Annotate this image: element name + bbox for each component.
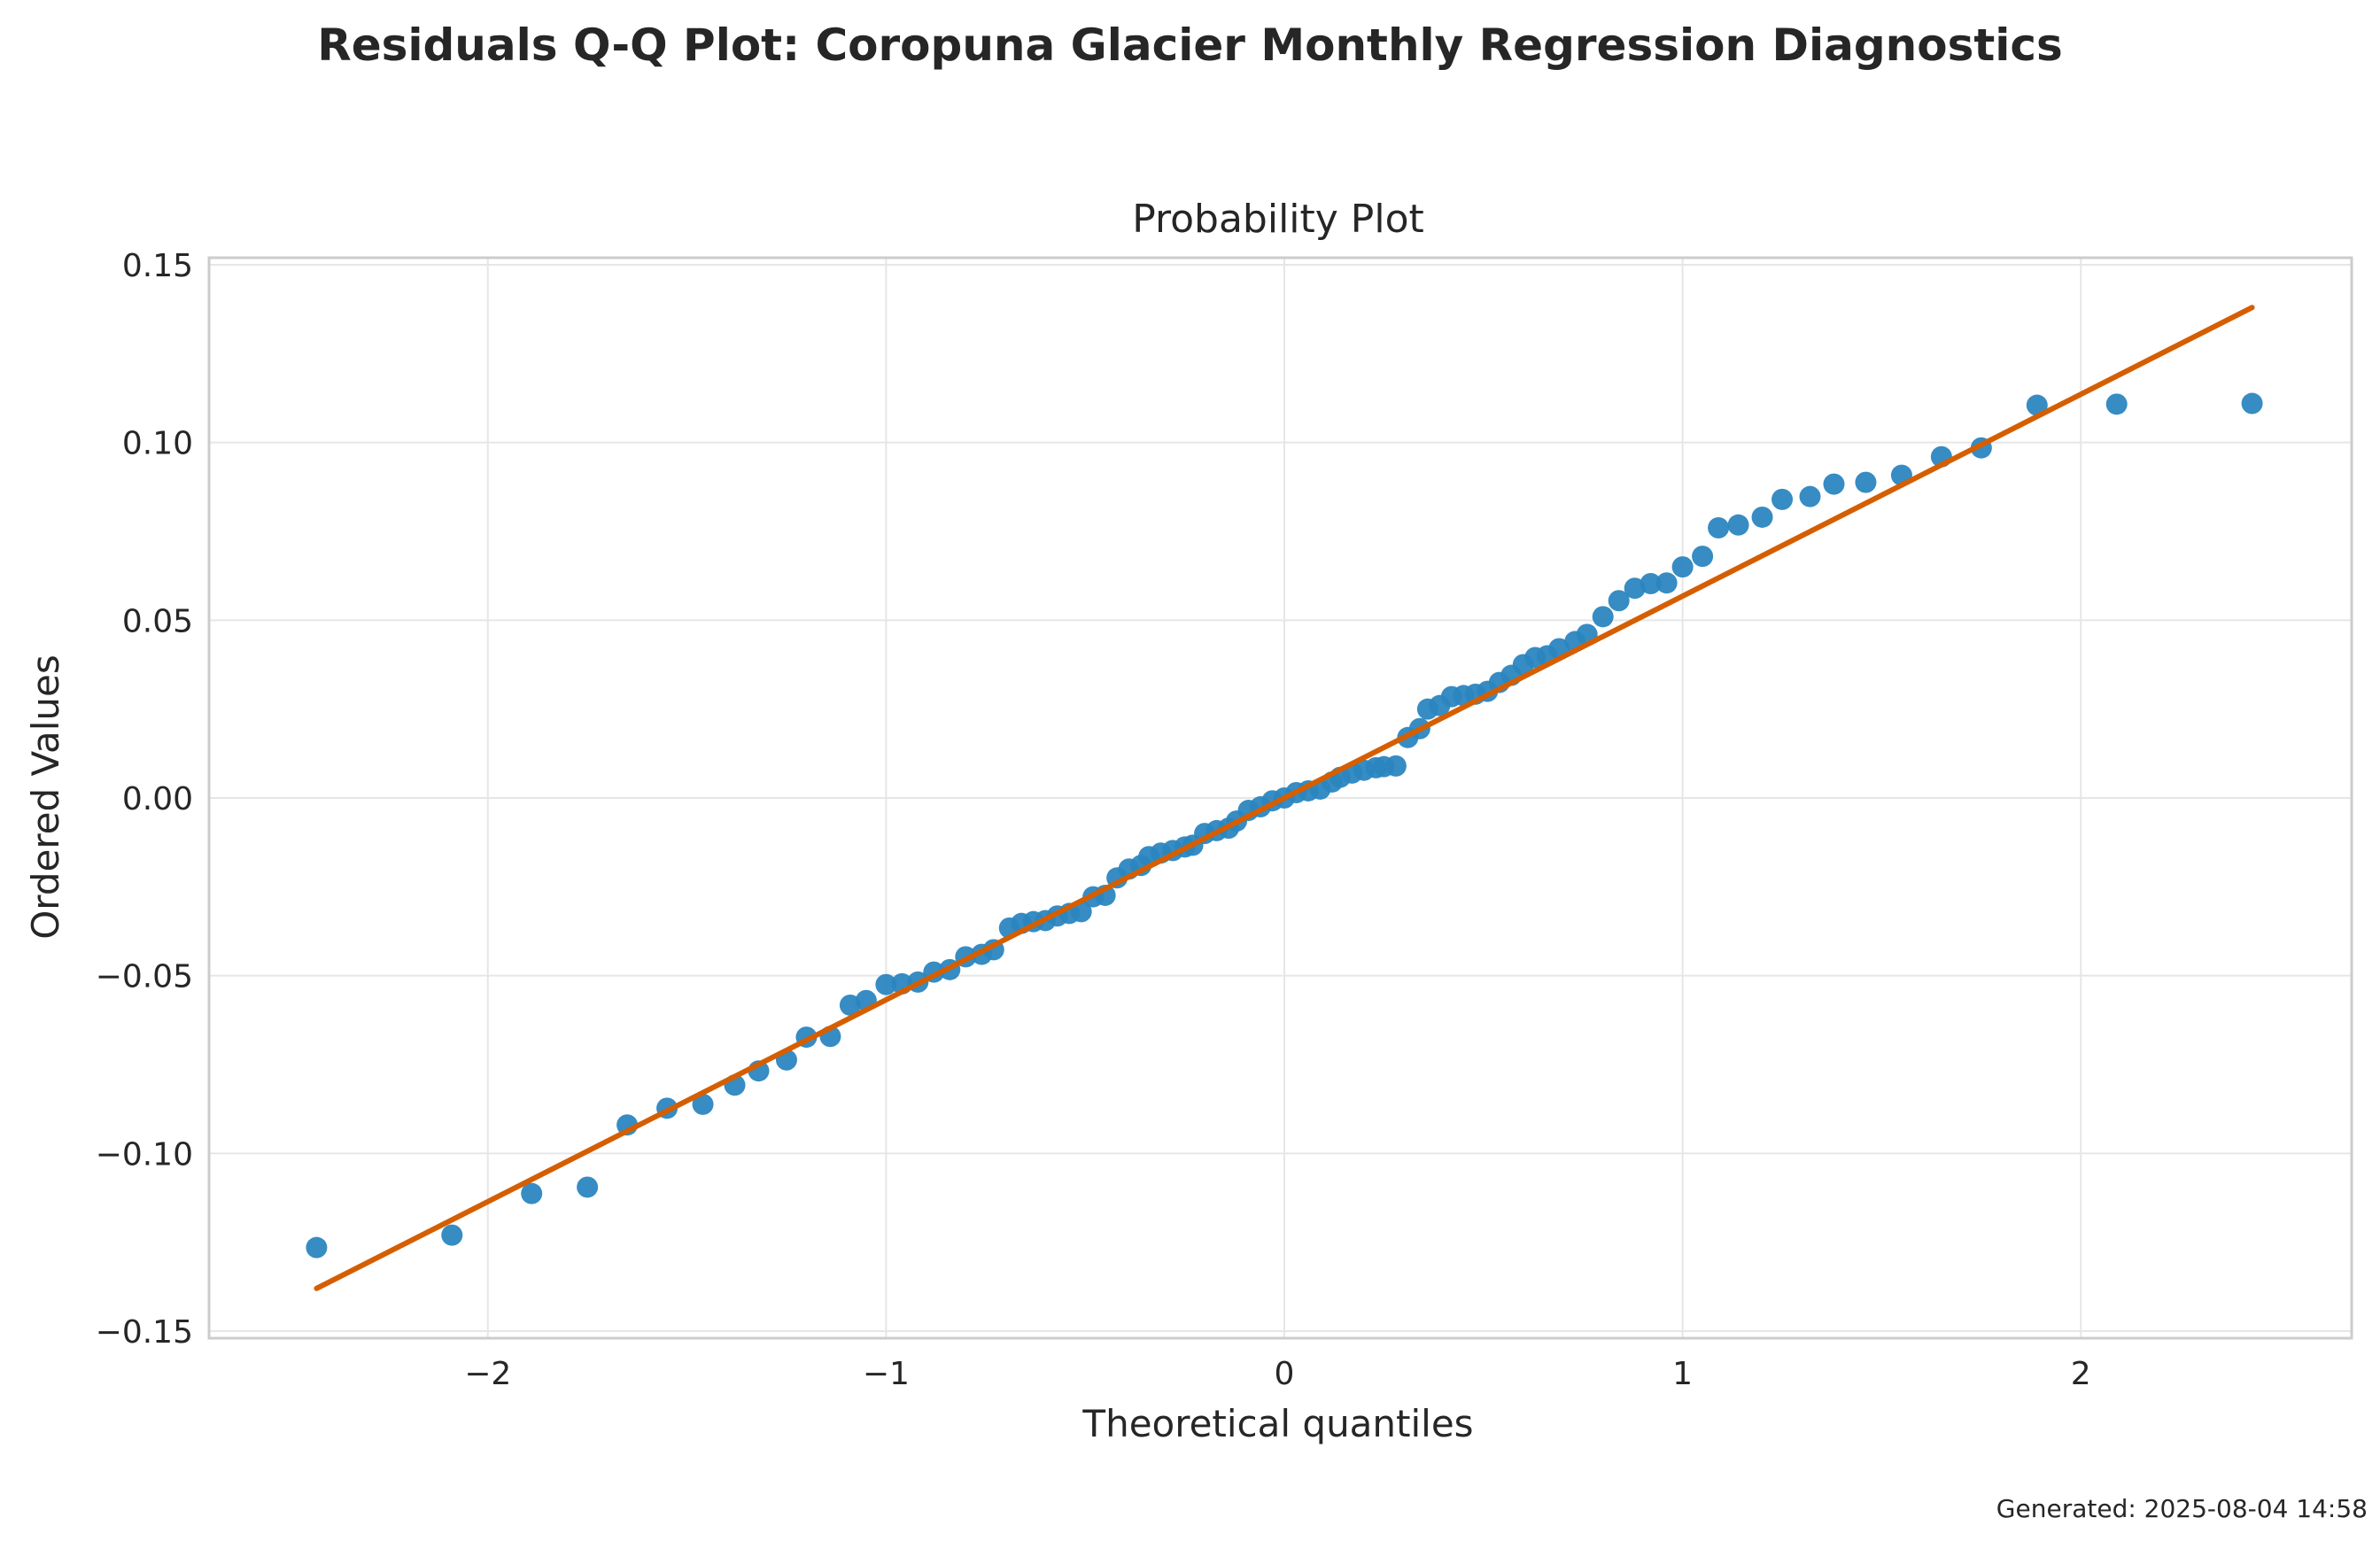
data-point bbox=[1655, 572, 1678, 594]
data-point bbox=[1671, 556, 1694, 578]
x-tick-label: 1 bbox=[1672, 1356, 1693, 1392]
data-point bbox=[875, 973, 897, 995]
data-point bbox=[2241, 392, 2263, 414]
data-point bbox=[1727, 514, 1749, 536]
y-tick-label: −0.05 bbox=[96, 959, 193, 995]
data-point bbox=[2026, 394, 2048, 416]
generated-timestamp: Generated: 2025-08-04 14:58 bbox=[1996, 1494, 2368, 1523]
y-tick-label: 0.00 bbox=[122, 781, 193, 817]
y-tick-label: −0.15 bbox=[96, 1314, 193, 1351]
data-point bbox=[839, 994, 861, 1016]
data-point bbox=[1640, 573, 1662, 595]
fit-line-group bbox=[314, 305, 2255, 1291]
axes-frame bbox=[207, 256, 2353, 1340]
x-axis-label: Theoretical quantiles bbox=[1081, 1402, 1473, 1445]
data-point bbox=[1799, 485, 1821, 507]
data-point bbox=[1608, 590, 1630, 612]
data-point bbox=[1771, 488, 1794, 510]
data-point bbox=[521, 1182, 543, 1204]
x-tick-label: 0 bbox=[1275, 1356, 1295, 1392]
data-point bbox=[1384, 755, 1407, 777]
y-axis-label: Ordered Values bbox=[24, 654, 67, 940]
y-tick-label: −0.10 bbox=[96, 1136, 193, 1173]
data-point bbox=[1823, 473, 1845, 495]
x-tick-label: −1 bbox=[863, 1356, 910, 1392]
data-point bbox=[1692, 546, 1714, 568]
data-point bbox=[577, 1176, 599, 1198]
data-point bbox=[1751, 506, 1773, 528]
data-point bbox=[1855, 471, 1877, 493]
fit-line bbox=[314, 305, 2255, 1291]
y-tick-label: 0.05 bbox=[122, 603, 193, 639]
figure-title: Residuals Q-Q Plot: Coropuna Glacier Mon… bbox=[317, 19, 2063, 71]
data-point bbox=[1708, 517, 1730, 538]
data-point bbox=[441, 1224, 463, 1246]
data-point bbox=[306, 1236, 328, 1258]
data-point bbox=[1624, 577, 1646, 600]
y-tick-label: 0.10 bbox=[122, 426, 193, 462]
data-point bbox=[1592, 606, 1614, 628]
data-point bbox=[2105, 393, 2128, 415]
chart-title: Probability Plot bbox=[1132, 197, 1424, 242]
data-point bbox=[692, 1093, 714, 1115]
x-tick-labels: −2 −1 0 1 2 bbox=[464, 1356, 2091, 1392]
x-tick-label: 2 bbox=[2071, 1356, 2091, 1392]
x-tick-label: −2 bbox=[464, 1356, 511, 1392]
y-tick-label: 0.15 bbox=[122, 248, 193, 284]
y-tick-labels: −0.15 −0.10 −0.05 0.00 0.05 0.10 0.15 bbox=[96, 248, 193, 1351]
